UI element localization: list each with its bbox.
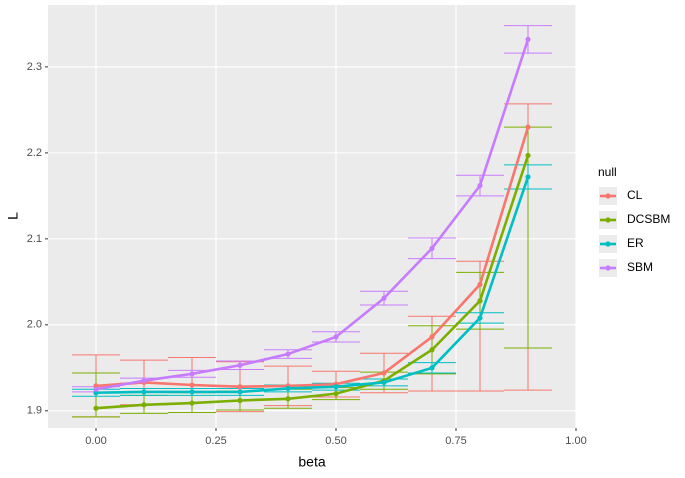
point (237, 362, 243, 368)
point (429, 245, 435, 251)
point (525, 174, 531, 180)
x-tick-label: 0.00 (85, 435, 106, 447)
point (285, 385, 291, 392)
y-tick-label: 2.0 (27, 319, 42, 331)
legend-point (605, 217, 611, 223)
series-line (95, 176, 530, 395)
point (237, 389, 243, 395)
series-line (95, 155, 530, 410)
point (429, 347, 435, 353)
x-tick-label: 0.75 (445, 435, 466, 447)
point (477, 315, 483, 321)
x-tick-label: 0.50 (325, 435, 346, 447)
y-axis-title: L (5, 212, 21, 220)
point (477, 298, 483, 304)
y-tick-label: 2.1 (27, 233, 42, 245)
point (189, 382, 195, 388)
point (477, 182, 483, 189)
y-tick-label: 2.3 (27, 61, 42, 73)
point (285, 351, 291, 357)
point (525, 152, 531, 159)
point (381, 379, 387, 386)
point (333, 334, 339, 340)
point (189, 389, 195, 395)
point (141, 389, 147, 395)
x-axis-title: beta (298, 454, 325, 470)
point (237, 384, 243, 390)
legend-label: ER (627, 236, 644, 250)
point (429, 365, 435, 371)
legend-label: CL (627, 188, 643, 202)
point (333, 384, 339, 390)
point (93, 405, 99, 411)
point (477, 281, 483, 288)
x-tick-label: 1.00 (565, 435, 586, 447)
legend-point (605, 265, 611, 271)
x-tick-label: 0.25 (205, 435, 226, 447)
legend-point (605, 193, 611, 199)
point (333, 391, 339, 397)
legend-title: null (598, 165, 617, 179)
point (141, 402, 147, 408)
y-tick-label: 1.9 (27, 405, 42, 417)
legend-label: SBM (627, 260, 653, 274)
point (189, 371, 195, 377)
legend-label: DCSBM (627, 212, 670, 226)
point (429, 334, 435, 340)
series-line (95, 126, 530, 389)
point (93, 386, 99, 392)
point (381, 295, 387, 301)
point (381, 370, 387, 376)
point (189, 400, 195, 406)
panel (48, 5, 576, 428)
y-tick-label: 2.2 (27, 147, 42, 159)
point (525, 124, 531, 130)
legend-point (605, 241, 611, 247)
point (285, 396, 291, 402)
point (237, 397, 243, 404)
point (141, 378, 147, 384)
point (525, 36, 531, 42)
series-line (95, 38, 530, 391)
